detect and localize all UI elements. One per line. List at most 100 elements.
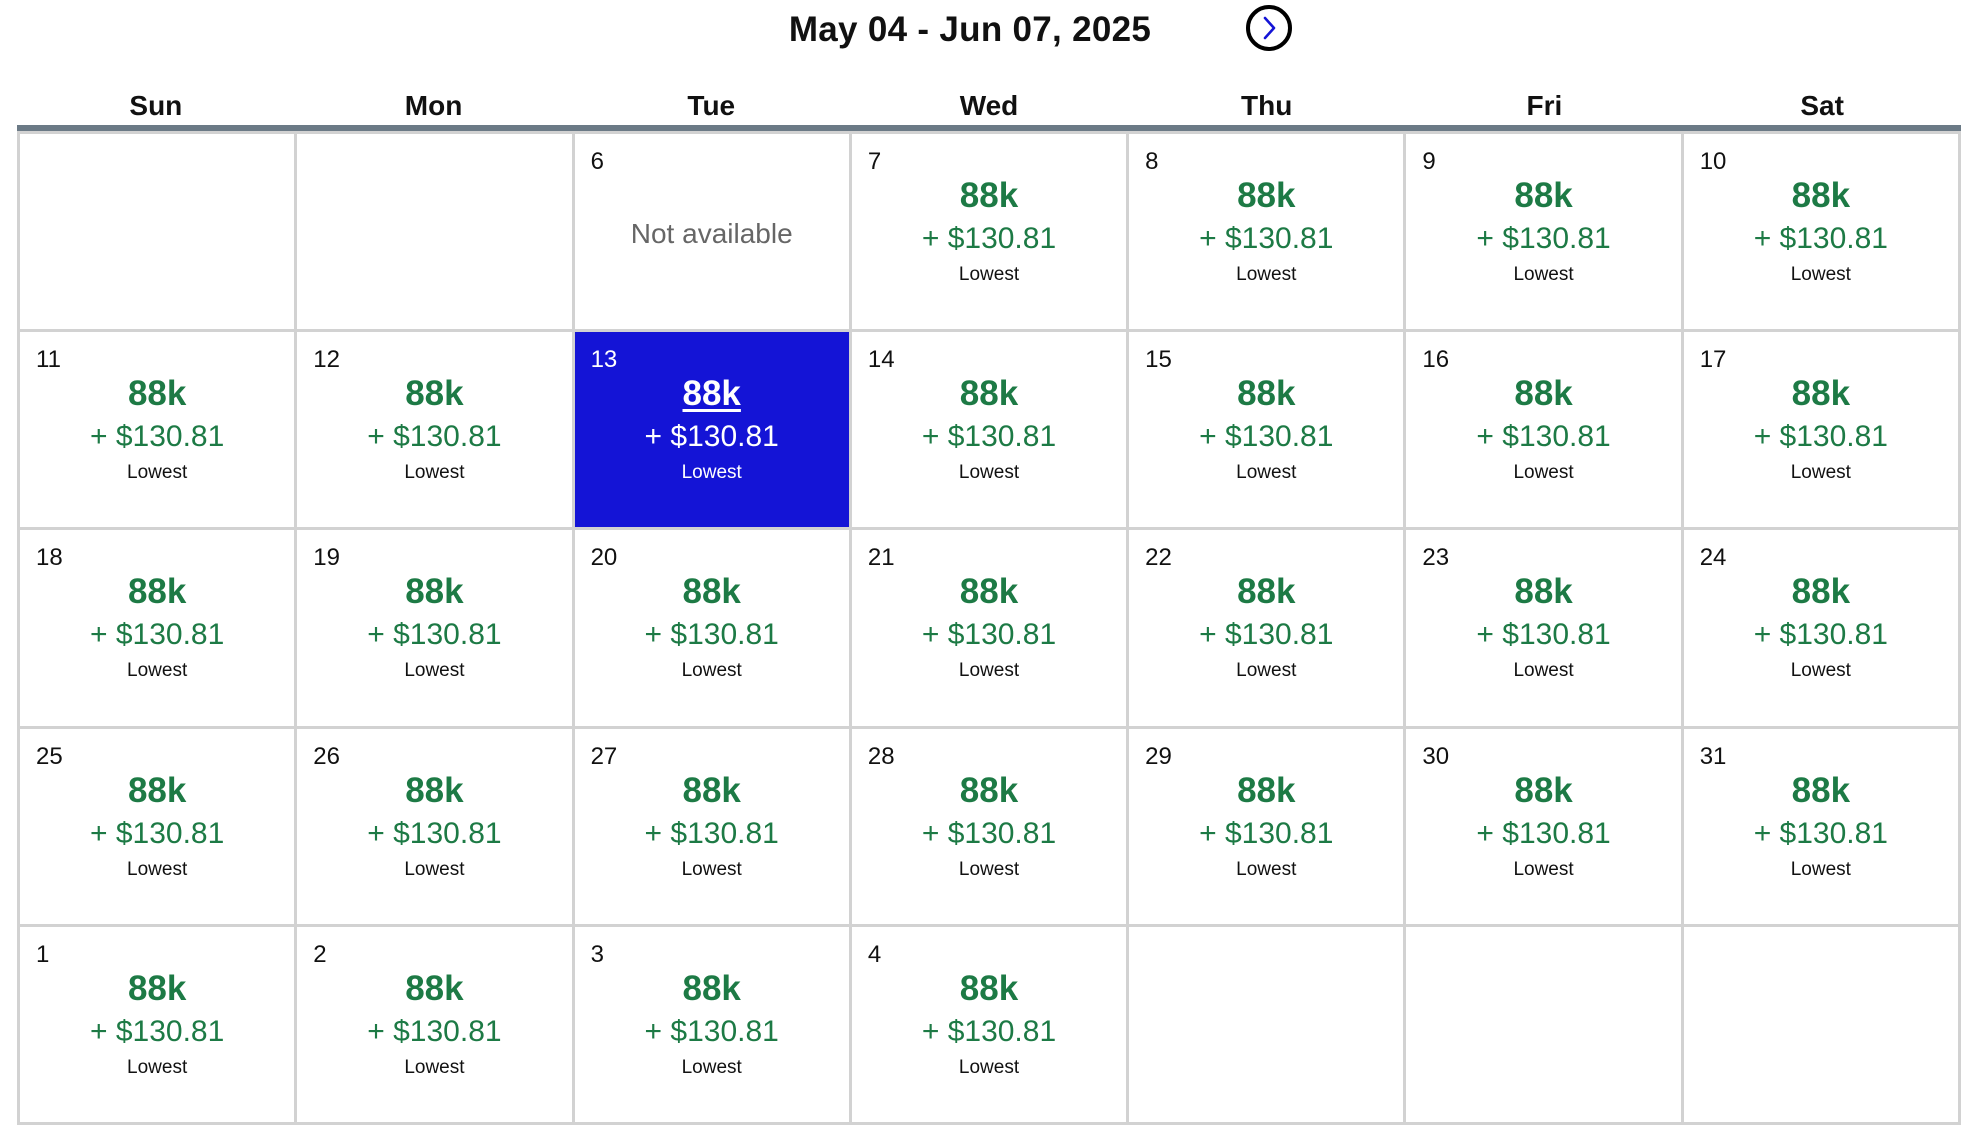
fare-info: 88k + $130.81 Lowest [297, 572, 571, 684]
day-cell[interactable]: 24 88k + $130.81 Lowest [1683, 530, 1961, 729]
day-cell[interactable]: 28 88k + $130.81 Lowest [851, 728, 1130, 927]
points-price: 88k [959, 968, 1019, 1008]
day-cell[interactable]: 4 88k + $130.81 Lowest [851, 926, 1130, 1125]
fare-info: 88k + $130.81 Lowest [1129, 771, 1403, 883]
day-cell[interactable]: 11 88k + $130.81 Lowest [20, 332, 298, 531]
cash-price: + $130.81 [644, 1014, 779, 1048]
fare-tag: Lowest [681, 1056, 742, 1078]
cash-price: + $130.81 [644, 816, 779, 850]
fare-info: 88k + $130.81 Lowest [1684, 572, 1958, 684]
fare-info: 88k + $130.81 Lowest [20, 771, 294, 883]
day-number: 6 [590, 148, 604, 175]
day-number: 20 [590, 544, 618, 572]
points-price: 88k [1237, 770, 1296, 810]
day-cell[interactable]: 31 88k + $130.81 Lowest [1683, 728, 1961, 927]
day-cell[interactable]: 10 88k + $130.81 Lowest [1683, 134, 1961, 333]
day-number: 29 [1145, 742, 1172, 770]
cash-price: + $130.81 [367, 816, 502, 850]
day-cell[interactable]: 19 88k + $130.81 Lowest [297, 530, 575, 729]
day-cell[interactable]: 12 88k + $130.81 Lowest [297, 332, 575, 531]
points-price: 88k [682, 968, 741, 1008]
fare-tag: Lowest [681, 858, 742, 880]
empty-day-cell [1406, 926, 1684, 1125]
weekday-header-row: Sun Mon Tue Wed Thu Fri Sat [17, 86, 1961, 126]
day-cell[interactable]: 26 88k + $130.81 Lowest [297, 728, 575, 927]
cash-price: + $130.81 [921, 618, 1057, 652]
points-price: 88k [959, 770, 1019, 810]
cash-price: + $130.81 [1476, 618, 1611, 652]
fare-info: 88k + $130.81 Lowest [1129, 572, 1403, 684]
day-cell[interactable]: 17 88k + $130.81 Lowest [1683, 332, 1961, 531]
day-cell[interactable]: 27 88k + $130.81 Lowest [574, 728, 852, 927]
points-price: 88k [405, 374, 464, 414]
day-number: 1 [36, 940, 50, 968]
cash-price: + $130.81 [644, 420, 779, 454]
date-range-title: May 04 - Jun 07, 2025 [788, 10, 1152, 49]
points-price: 88k [682, 770, 741, 810]
fare-info: 88k + $130.81 Lowest [575, 771, 849, 883]
cash-price: + $130.81 [1476, 420, 1611, 454]
points-price: 88k [405, 770, 464, 810]
fare-tag: Lowest [958, 462, 1020, 484]
cash-price: + $130.81 [89, 420, 225, 454]
day-number: 9 [1422, 148, 1436, 175]
weekday-thu: Thu [1241, 90, 1293, 121]
day-cell[interactable]: 29 88k + $130.81 Lowest [1129, 728, 1407, 927]
points-price: 88k [127, 572, 187, 612]
points-price: 88k [1237, 572, 1296, 612]
day-cell[interactable]: 3 88k + $130.81 Lowest [574, 926, 852, 1125]
fare-info: 88k + $130.81 Lowest [1406, 572, 1680, 684]
fare-tag: Lowest [1513, 660, 1574, 682]
day-cell[interactable]: 9 88k + $130.81 Lowest [1406, 134, 1684, 333]
points-price: 88k [959, 374, 1019, 414]
fare-info: 88k + $130.81 Lowest [1129, 176, 1403, 288]
points-price: 88k [1791, 770, 1851, 810]
day-cell[interactable]: 2 88k + $130.81 Lowest [297, 926, 575, 1125]
empty-day-cell [1129, 926, 1407, 1125]
day-number: 21 [867, 544, 895, 572]
day-number: 14 [867, 346, 895, 374]
points-price: 88k [1514, 176, 1573, 215]
day-cell[interactable]: 7 88k + $130.81 Lowest [851, 134, 1130, 333]
day-cell[interactable]: 1 88k + $130.81 Lowest [20, 926, 298, 1125]
fare-info: 88k + $130.81 Lowest [1406, 374, 1680, 486]
day-cell[interactable]: 20 88k + $130.81 Lowest [574, 530, 852, 729]
cash-price: + $130.81 [921, 816, 1057, 850]
cash-price: + $130.81 [367, 1014, 502, 1048]
cash-price: + $130.81 [89, 1014, 225, 1048]
cash-price: + $130.81 [1753, 222, 1888, 255]
day-cell: 6 Not available [574, 134, 852, 333]
cash-price: + $130.81 [921, 222, 1057, 255]
points-price: 88k [1791, 374, 1851, 414]
day-number: 31 [1699, 742, 1727, 770]
day-cell[interactable]: 21 88k + $130.81 Lowest [851, 530, 1130, 729]
day-cell[interactable]: 22 88k + $130.81 Lowest [1129, 530, 1407, 729]
fare-info: 88k + $130.81 Lowest [575, 969, 849, 1081]
empty-day-cell [297, 134, 575, 333]
fare-tag: Lowest [958, 264, 1020, 285]
fare-tag: Lowest [127, 660, 188, 682]
day-cell[interactable]: 14 88k + $130.81 Lowest [851, 332, 1130, 531]
day-cell[interactable]: 13 88k + $130.81 Lowest [574, 332, 852, 531]
weekday-wed: Wed [959, 90, 1019, 121]
cash-price: + $130.81 [1753, 420, 1888, 454]
day-cell[interactable]: 15 88k + $130.81 Lowest [1129, 332, 1407, 531]
day-cell[interactable]: 25 88k + $130.81 Lowest [20, 728, 298, 927]
points-price: 88k [1237, 176, 1296, 215]
points-price: 88k [1237, 374, 1296, 414]
day-cell[interactable]: 8 88k + $130.81 Lowest [1129, 134, 1407, 333]
day-cell[interactable]: 30 88k + $130.81 Lowest [1406, 728, 1684, 927]
points-price: 88k [1514, 770, 1573, 810]
day-cell[interactable]: 18 88k + $130.81 Lowest [20, 530, 298, 729]
day-number: 13 [590, 346, 618, 374]
day-cell[interactable]: 16 88k + $130.81 Lowest [1406, 332, 1684, 531]
points-price: 88k [127, 374, 187, 414]
fare-tag: Lowest [127, 1056, 188, 1078]
weekday-divider [17, 125, 1961, 131]
fare-tag: Lowest [1236, 660, 1297, 682]
cash-price: + $130.81 [1753, 618, 1888, 652]
cash-price: + $130.81 [1199, 222, 1334, 255]
cash-price: + $130.81 [89, 618, 225, 652]
next-range-button[interactable] [1246, 5, 1292, 51]
day-cell[interactable]: 23 88k + $130.81 Lowest [1406, 530, 1684, 729]
